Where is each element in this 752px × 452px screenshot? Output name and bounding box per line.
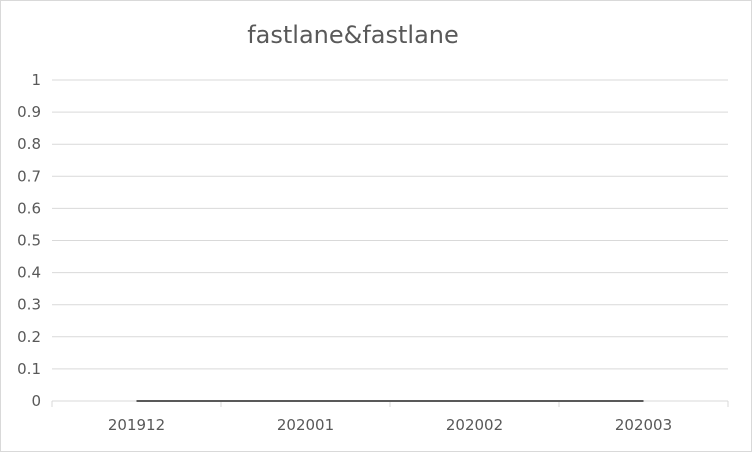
y-tick-label: 0.2 [17, 328, 41, 346]
y-tick-label: 0 [31, 392, 41, 410]
y-axis-ticks: 0 0.1 0.2 0.3 0.4 0.5 0.6 0.7 0.8 0.9 1 [17, 71, 41, 410]
x-tick-label: 202001 [277, 416, 334, 434]
x-tick-label: 202003 [615, 416, 672, 434]
y-tick-label: 0.9 [17, 103, 41, 121]
grid-layer [52, 79, 728, 370]
x-tick-label: 202002 [446, 416, 503, 434]
y-tick-label: 0.1 [17, 360, 41, 378]
chart-title: fastlane&fastlane [247, 21, 459, 49]
y-tick-label: 1 [31, 71, 41, 89]
y-tick-label: 0.4 [17, 264, 41, 282]
y-tick-label: 0.7 [17, 167, 41, 185]
y-tick-label: 0.6 [17, 199, 41, 217]
x-axis: 201912 202001 202002 202003 [51, 400, 729, 434]
y-tick-label: 0.8 [17, 135, 41, 153]
y-tick-label: 0.5 [17, 232, 41, 250]
y-tick-label: 0.3 [17, 296, 41, 314]
x-tick-label: 201912 [108, 416, 165, 434]
